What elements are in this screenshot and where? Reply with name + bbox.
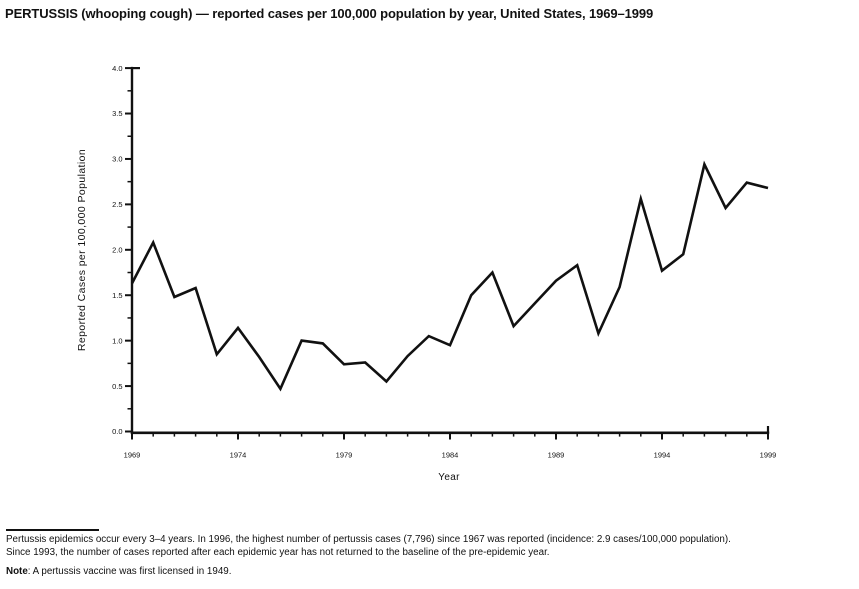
footnote: Pertussis epidemics occur every 3–4 year…	[6, 533, 731, 560]
y-tick-label: 3.5	[112, 109, 122, 118]
y-tick-label: 1.5	[112, 291, 122, 300]
x-tick-label: 1969	[124, 451, 141, 460]
x-tick-label: 1984	[442, 451, 459, 460]
x-tick-label: 1999	[760, 451, 777, 460]
footnote-line-2: Since 1993, the number of cases reported…	[6, 547, 550, 559]
y-tick-label: 4.0	[112, 64, 122, 73]
vaccine-note: Note: A pertussis vaccine was first lice…	[6, 566, 231, 577]
x-tick-label: 1994	[654, 451, 671, 460]
x-tick-label: 1989	[548, 451, 565, 460]
y-tick-label: 0.5	[112, 382, 122, 391]
y-tick-label: 0.0	[112, 427, 122, 436]
y-axis-title: Reported Cases per 100,000 Population	[76, 148, 88, 352]
y-tick-label: 2.5	[112, 200, 122, 209]
footnote-line-1: Pertussis epidemics occur every 3–4 year…	[6, 534, 731, 545]
y-tick-label: 1.0	[112, 336, 122, 345]
note-text: : A pertussis vaccine was first licensed…	[27, 566, 232, 577]
y-tick-label: 3.0	[112, 155, 122, 164]
pertussis-incidence-line	[130, 160, 769, 392]
y-tick-label: 2.0	[112, 246, 122, 255]
x-tick-label: 1979	[336, 451, 353, 460]
note-label: Note	[6, 566, 28, 577]
page-title: PERTUSSIS (whooping cough) — reported ca…	[5, 6, 654, 21]
x-tick-label: 1974	[230, 451, 247, 460]
footnote-rule	[6, 529, 99, 531]
x-axis-title: Year	[438, 472, 460, 483]
